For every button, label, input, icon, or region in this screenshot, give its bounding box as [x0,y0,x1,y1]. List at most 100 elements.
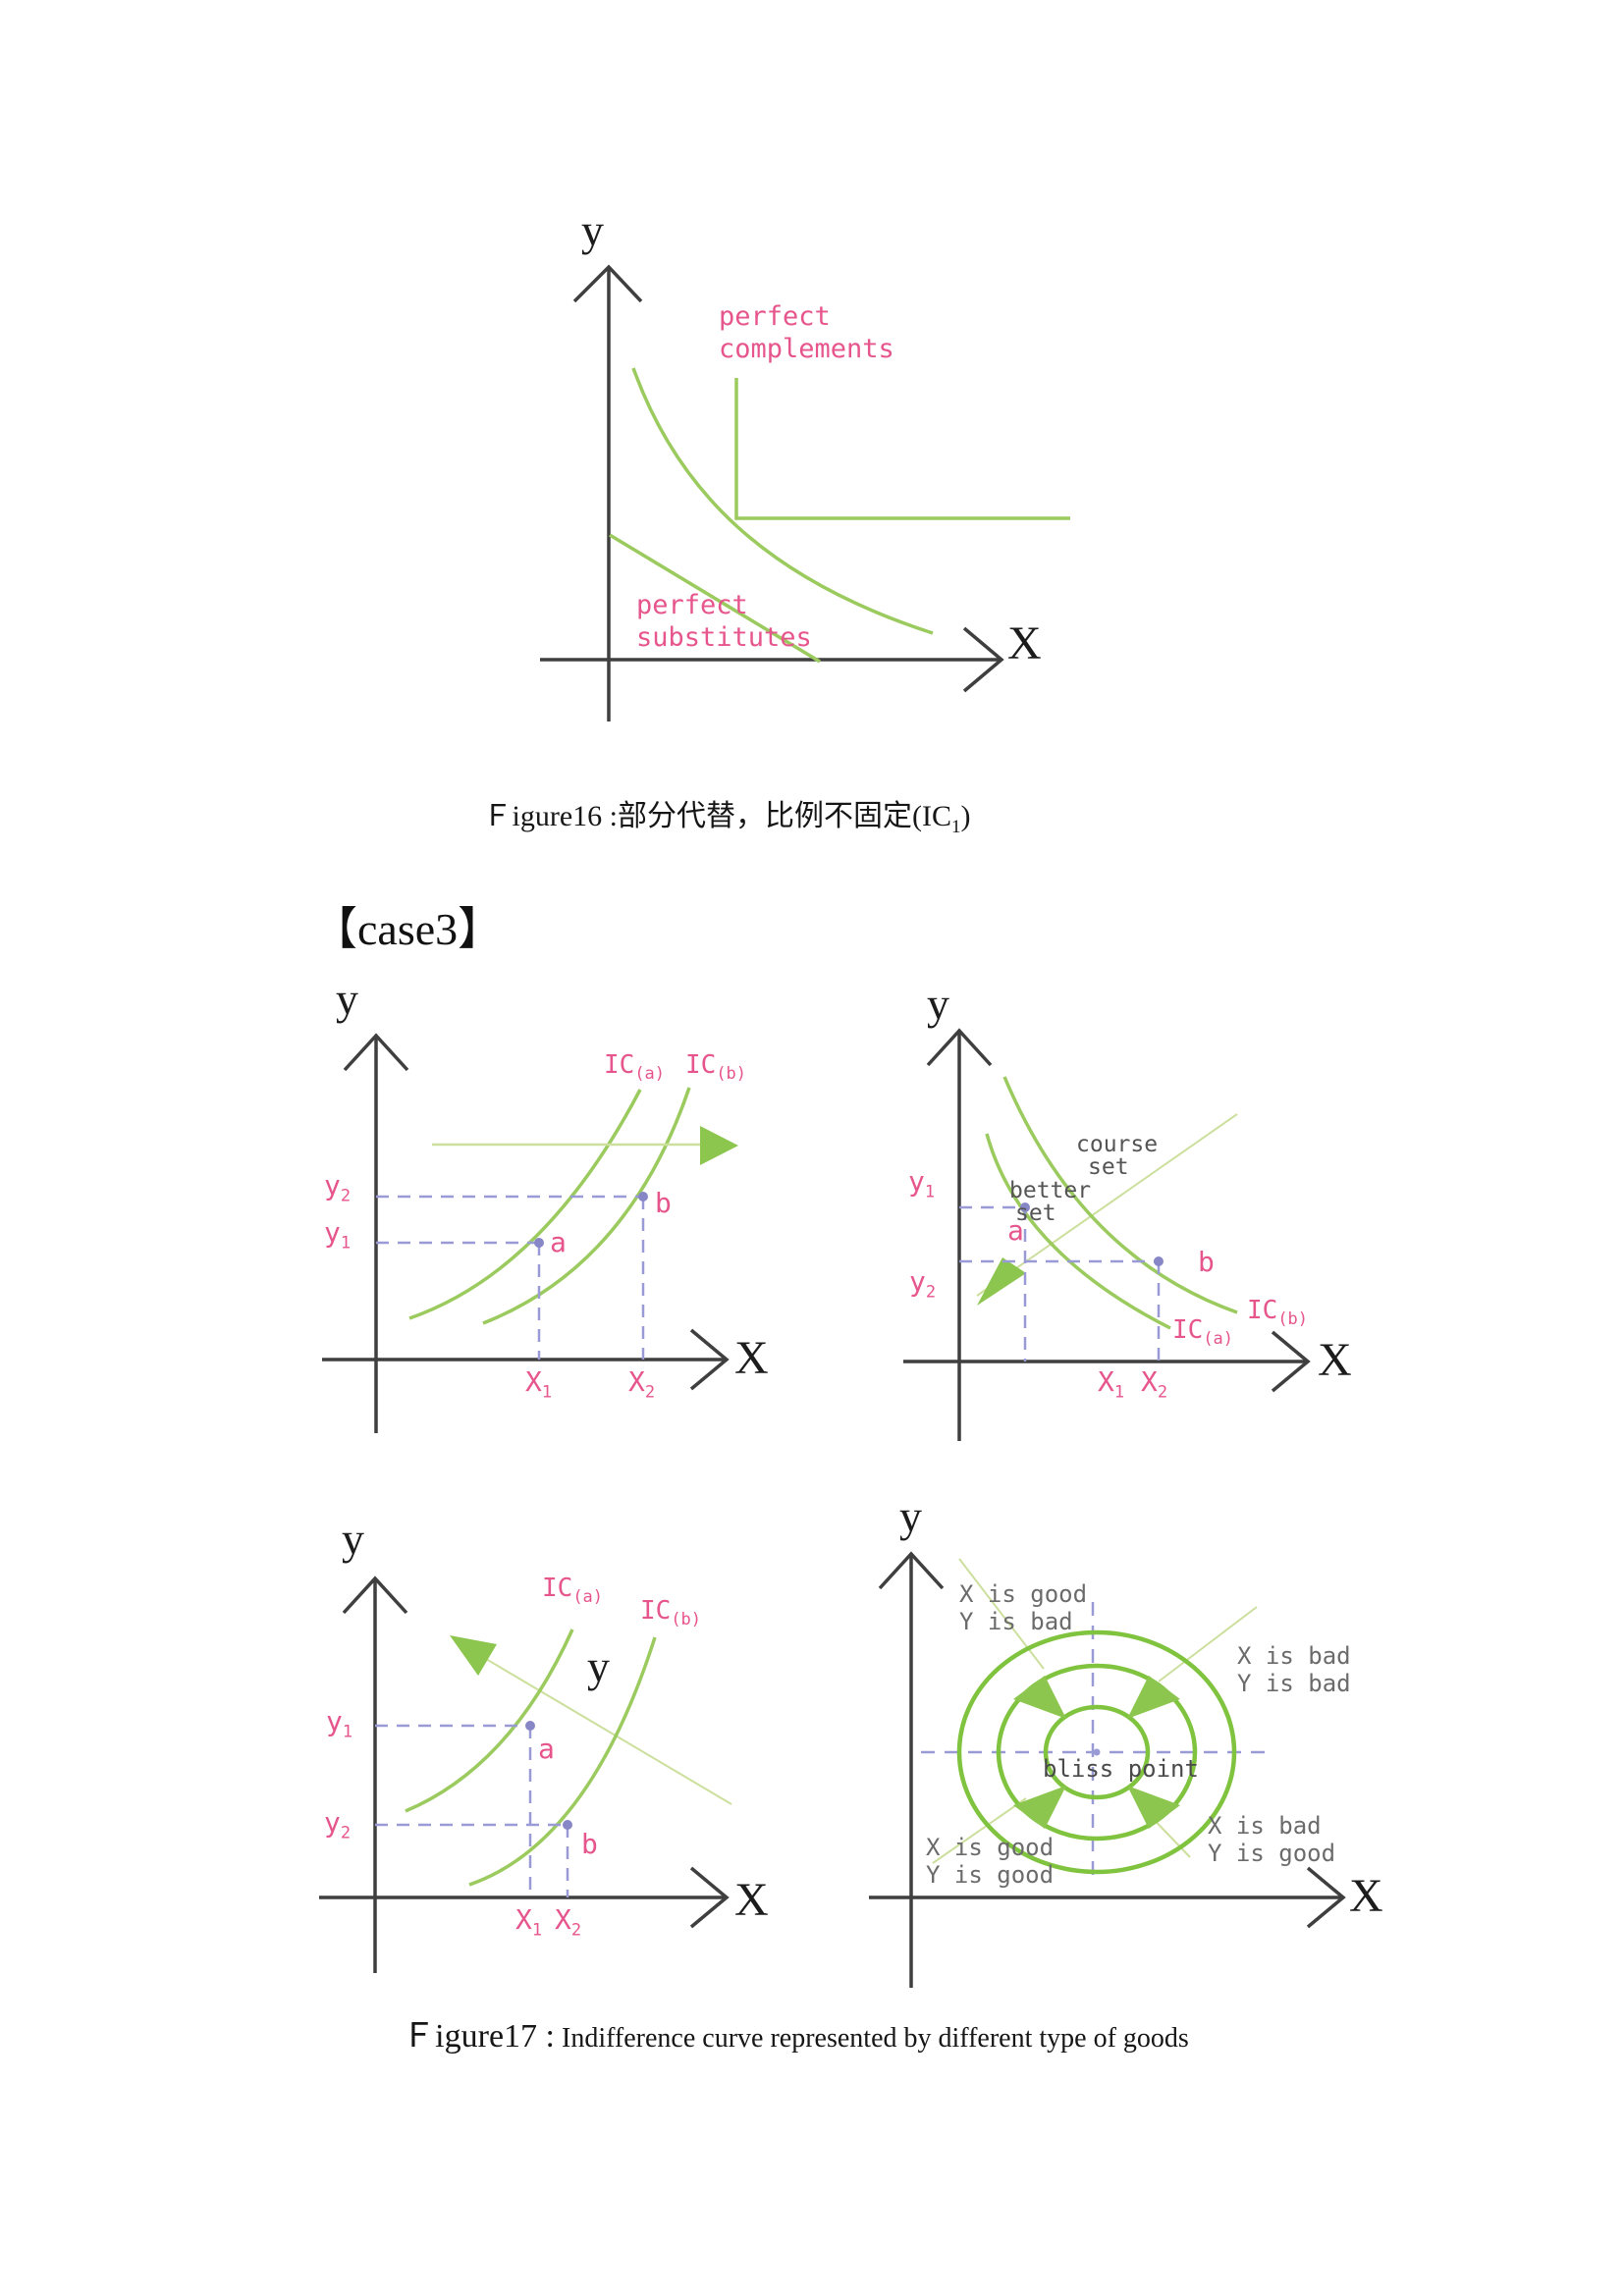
perfect-complements-label: perfect complements [719,301,894,364]
inward-arrow-bottom-left [1013,1786,1066,1829]
panel-a-ic-a-label: IC(a) [604,1050,666,1085]
diagonal-line-top-left [958,1558,1045,1670]
shift-down-left-arrowhead [977,1257,1026,1306]
panel-c-x2-label: X2 [555,1903,582,1941]
dashed-guides [376,1195,645,1360]
indifference-curve [631,367,934,635]
figure17-panel-c: y X y IC(a) IC(b) y1 y2 a b X1 X2 [295,1512,805,1978]
panel-a-point-b-label: b [655,1187,672,1219]
panel-b-canvas [903,1028,1311,1441]
y-axis-arrowhead [926,1028,993,1067]
panel-c-point-b-label: b [581,1828,598,1860]
bliss-point-label: bliss point [1043,1755,1199,1783]
panel-b-point-a-label: a [1007,1214,1024,1247]
panel-d-x-axis-label: X [1349,1870,1383,1922]
y-axis-arrowhead [572,264,643,303]
quadrant-label-top-right: X is bad Y is bad [1237,1642,1351,1697]
panel-c-x-axis-label: X [734,1874,769,1926]
diagonal-line-bottom-left [932,1797,1027,1864]
point-b-dot [1154,1256,1164,1266]
panel-a-y-axis-label: y [336,974,358,1024]
panel-b-x-axis-label: X [1318,1334,1352,1386]
preference-direction-line [976,1113,1238,1297]
quadrant-label-bottom-left: X is good Y is good [926,1834,1055,1889]
panel-c-y2-label: y2 [324,1806,352,1843]
ic-a-curve [985,1133,1171,1330]
inner-indifference-circle [1043,1704,1151,1800]
panel-a-y1-label: y1 [324,1216,352,1254]
inward-arrow-bottom-right [1127,1786,1180,1829]
figure17-panel-a: y X IC(a) IC(b) y2 y1 X1 X2 a b [295,972,805,1443]
panel-a-x-axis-label: X [734,1332,769,1384]
y-axis-arrowhead [343,1033,409,1072]
figure16-canvas [540,264,1070,721]
panel-d-canvas [869,1551,1346,1988]
middle-indifference-circle [996,1663,1198,1842]
quadrant-label-top-left: X is good Y is bad [959,1580,1088,1635]
point-b-dot [638,1192,648,1201]
figure16-caption: Ｆigure16 :部分代替，比例不固定(IC1) [482,800,971,837]
figure16-y-axis-label: y [581,205,604,255]
y-axis-arrowhead [878,1551,945,1590]
dashed-guides [375,1724,569,1897]
x-axis-arrowhead [689,1328,730,1391]
panel-a-x2-label: X2 [628,1365,656,1403]
panel-c-point-a-label: a [538,1733,555,1765]
panel-c-ic-b-label: IC(b) [640,1596,702,1630]
ic-b-curve [468,1636,657,1887]
panel-d-y-axis-label: y [899,1491,922,1541]
quadrant-label-bottom-right: X is bad Y is good [1208,1812,1336,1867]
point-a-dot [534,1238,544,1248]
panel-a-x1-label: X1 [525,1365,553,1403]
ic-b-curve [482,1087,691,1325]
panel-c-x1-label: X1 [515,1903,543,1941]
figure17-panel-d: y X bliss point X is good Y is bad X is … [864,1492,1414,1993]
panel-b-ic-a-label: IC(a) [1172,1315,1234,1350]
dashed-guides [959,1205,1161,1362]
figure17-caption: Ｆigure17 : Indifference curve represente… [402,2018,1189,2055]
panel-c-ic-a-label: IC(a) [542,1574,604,1608]
x-axis-arrowhead [1306,1866,1346,1929]
panel-b-x1-label: X1 [1098,1365,1125,1403]
panel-b-y1-label: y1 [908,1165,936,1202]
outer-indifference-circle [956,1629,1237,1875]
x-axis-arrowhead [1271,1330,1311,1393]
panel-c-canvas [319,1575,732,1973]
inward-arrow-top-left [1013,1676,1066,1719]
better-set-label: better set [1009,1178,1092,1226]
ic-a-curve [405,1629,574,1813]
course-set-label: course set [1076,1132,1159,1180]
x-axis-arrowhead [962,626,1004,693]
panel-c-y-axis-label: y [342,1514,364,1564]
panel-b-x2-label: X2 [1141,1365,1168,1403]
point-a-dot [525,1721,535,1731]
ic-a-curve [408,1089,642,1320]
panel-c-mid-y-label: y [587,1641,610,1691]
panel-b-point-b-label: b [1198,1246,1215,1278]
shift-direction-line [459,1642,732,1805]
panel-b-y-axis-label: y [927,979,949,1029]
panel-c-y1-label: y1 [326,1705,353,1742]
inward-arrow-top-right [1127,1676,1180,1719]
perfect-complements-curve [734,378,1070,520]
panel-b-y2-label: y2 [909,1265,937,1303]
panel-b-ic-b-label: IC(b) [1247,1296,1309,1330]
case3-heading: 【case3】 [312,904,504,954]
y-axis-arrowhead [342,1575,408,1615]
figure16-x-axis-label: X [1007,617,1042,669]
perfect-substitutes-curve [609,533,821,664]
figure16-diagram: y X perfect complements perfect substitu… [412,177,1100,726]
bliss-point-dot [1093,1748,1101,1756]
panel-a-y2-label: y2 [324,1169,352,1206]
shift-right-arrowhead [700,1126,738,1165]
panel-a-ic-b-label: IC(b) [685,1050,747,1085]
panel-a-point-a-label: a [550,1226,567,1258]
diagonal-line-top-right [1158,1606,1258,1682]
perfect-substitutes-label: perfect substitutes [636,590,812,653]
point-a-dot [1020,1202,1030,1212]
x-axis-arrowhead [689,1866,730,1929]
shift-up-left-arrowhead [450,1635,497,1676]
point-b-dot [563,1820,572,1830]
ic-b-curve [1002,1076,1238,1314]
